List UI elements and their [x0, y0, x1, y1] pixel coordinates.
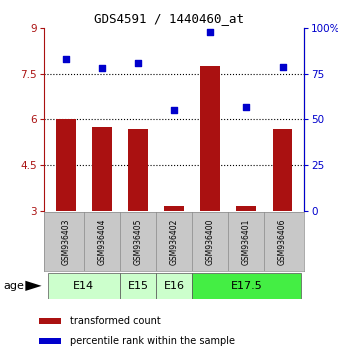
- Bar: [164, 206, 184, 211]
- Text: GSM936404: GSM936404: [97, 218, 106, 265]
- Text: GSM936402: GSM936402: [170, 218, 178, 265]
- Text: GSM936403: GSM936403: [61, 218, 70, 265]
- Bar: [156, 273, 192, 299]
- Text: GDS4591 / 1440460_at: GDS4591 / 1440460_at: [94, 12, 244, 25]
- Bar: [192, 273, 300, 299]
- Polygon shape: [25, 281, 42, 291]
- Point: [244, 104, 249, 109]
- Bar: [120, 273, 156, 299]
- Point: [63, 57, 68, 62]
- Bar: [200, 66, 220, 211]
- Text: GSM936400: GSM936400: [206, 218, 215, 265]
- Bar: [92, 127, 112, 211]
- Point: [280, 64, 285, 69]
- Point: [171, 108, 177, 113]
- Text: E14: E14: [73, 281, 94, 291]
- Bar: [128, 129, 148, 211]
- Text: GSM936405: GSM936405: [134, 218, 142, 265]
- Text: transformed count: transformed count: [70, 316, 160, 326]
- Text: E15: E15: [127, 281, 148, 291]
- Point: [135, 60, 141, 66]
- Bar: [48, 273, 120, 299]
- Text: GSM936406: GSM936406: [278, 218, 287, 265]
- Text: age: age: [3, 281, 24, 291]
- Text: E16: E16: [164, 281, 185, 291]
- Bar: [272, 129, 292, 211]
- Text: GSM936401: GSM936401: [242, 218, 251, 265]
- Bar: [39, 318, 61, 324]
- Point: [208, 29, 213, 35]
- Bar: [56, 120, 76, 211]
- Point: [99, 65, 104, 71]
- Bar: [236, 206, 256, 211]
- Text: percentile rank within the sample: percentile rank within the sample: [70, 336, 235, 346]
- Text: E17.5: E17.5: [231, 281, 262, 291]
- Bar: [39, 338, 61, 344]
